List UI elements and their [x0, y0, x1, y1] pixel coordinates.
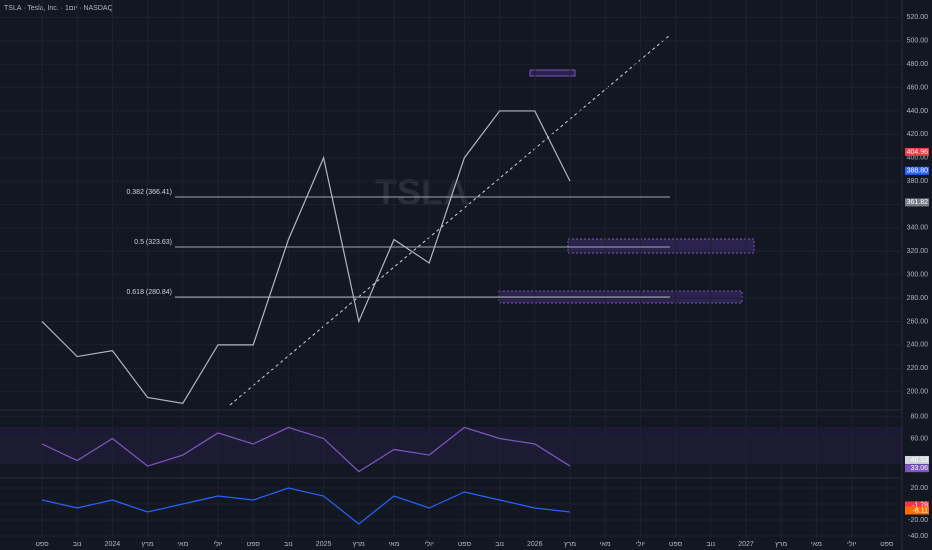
price-tag [905, 147, 929, 156]
chart-title: TSLA · Tesla, Inc. · 1יום · NASDAQ [4, 5, 114, 12]
x-tick-label: מרץ [775, 541, 787, 548]
watermark: TSLA [375, 172, 469, 213]
y-tick-label: 500.00 [907, 38, 929, 45]
zone [529, 69, 576, 77]
y-tick-label: 340.00 [907, 225, 929, 232]
price-tag [905, 464, 929, 473]
price-tag-label: 388.80 [907, 168, 929, 175]
x-tick-label: 2026 [527, 541, 543, 548]
price-tag [905, 506, 929, 515]
y-tick-label: 240.00 [907, 342, 929, 349]
y-tick-label: 260.00 [907, 318, 929, 325]
x-tick-label: מאי [600, 541, 611, 548]
series-line [41, 110, 571, 404]
x-tick-label: נוב [495, 541, 504, 548]
x-tick-label: ספט [35, 541, 49, 548]
y-tick-label: 440.00 [907, 108, 929, 115]
y-tick-label: 320.00 [907, 248, 929, 255]
x-tick-label: מרץ [142, 541, 154, 548]
x-tick-label: מאי [177, 541, 188, 548]
price-tag [905, 198, 929, 207]
fib-label: 0.618 (280.84) [126, 289, 172, 296]
price-tag [905, 166, 929, 175]
y-tick-label: 60.00 [910, 435, 928, 442]
x-tick-label: ספט [669, 541, 683, 548]
rsi-band [0, 427, 902, 464]
y-tick-label: 460.00 [907, 84, 929, 91]
fib-label: 0.5 (323.63) [134, 239, 172, 246]
y-tick-label: 520.00 [907, 14, 929, 21]
y-tick-label: 300.00 [907, 272, 929, 279]
y-tick-label: -40.00 [908, 533, 928, 540]
x-tick-label: יולי [847, 540, 856, 548]
price-tag-label: 361.82 [907, 199, 929, 206]
price-tag [905, 501, 929, 510]
x-tick-label: 2025 [316, 541, 332, 548]
x-tick-label: יולי [425, 540, 434, 548]
x-tick-label: מרץ [564, 541, 576, 548]
x-tick-label: 2024 [105, 541, 121, 548]
y-tick-label: 200.00 [907, 388, 929, 395]
y-tick-label: 380.00 [907, 178, 929, 185]
price-tag-label: 33.06 [910, 465, 928, 472]
x-tick-label: מאי [388, 541, 399, 548]
price-tag-label: 40.53 [910, 457, 928, 464]
y-tick-label: -20.00 [908, 517, 928, 524]
fib-label: 0.382 (366.41) [126, 189, 172, 196]
y-tick-label: 420.00 [907, 131, 929, 138]
y-tick-label: 280.00 [907, 295, 929, 302]
x-tick-label: יולי [213, 540, 222, 548]
x-tick-label: ספט [458, 541, 472, 548]
x-tick-label: נוב [706, 541, 715, 548]
x-tick-label: נוב [73, 541, 82, 548]
y-tick-label: 400.00 [907, 155, 929, 162]
zone [567, 238, 755, 254]
y-tick-label: 480.00 [907, 61, 929, 68]
x-tick-label: יולי [636, 540, 645, 548]
x-tick-label: ספט [880, 541, 894, 548]
x-tick-label: ספט [247, 541, 261, 548]
x-tick-label: מאי [811, 541, 822, 548]
x-tick-label: 2027 [738, 541, 754, 548]
y-tick-label: 220.00 [907, 365, 929, 372]
price-tag-label: 404.96 [907, 149, 929, 156]
series-line [41, 487, 571, 525]
y-tick-label: 20.00 [910, 485, 928, 492]
price-tag-label: -8.11 [913, 507, 929, 514]
x-tick-label: נוב [284, 541, 293, 548]
series-line [41, 426, 571, 473]
price-tag-label: -1.78 [912, 502, 928, 509]
x-tick-label: מרץ [353, 541, 365, 548]
price-tag [905, 455, 929, 464]
y-tick-label: 80.00 [910, 413, 928, 420]
